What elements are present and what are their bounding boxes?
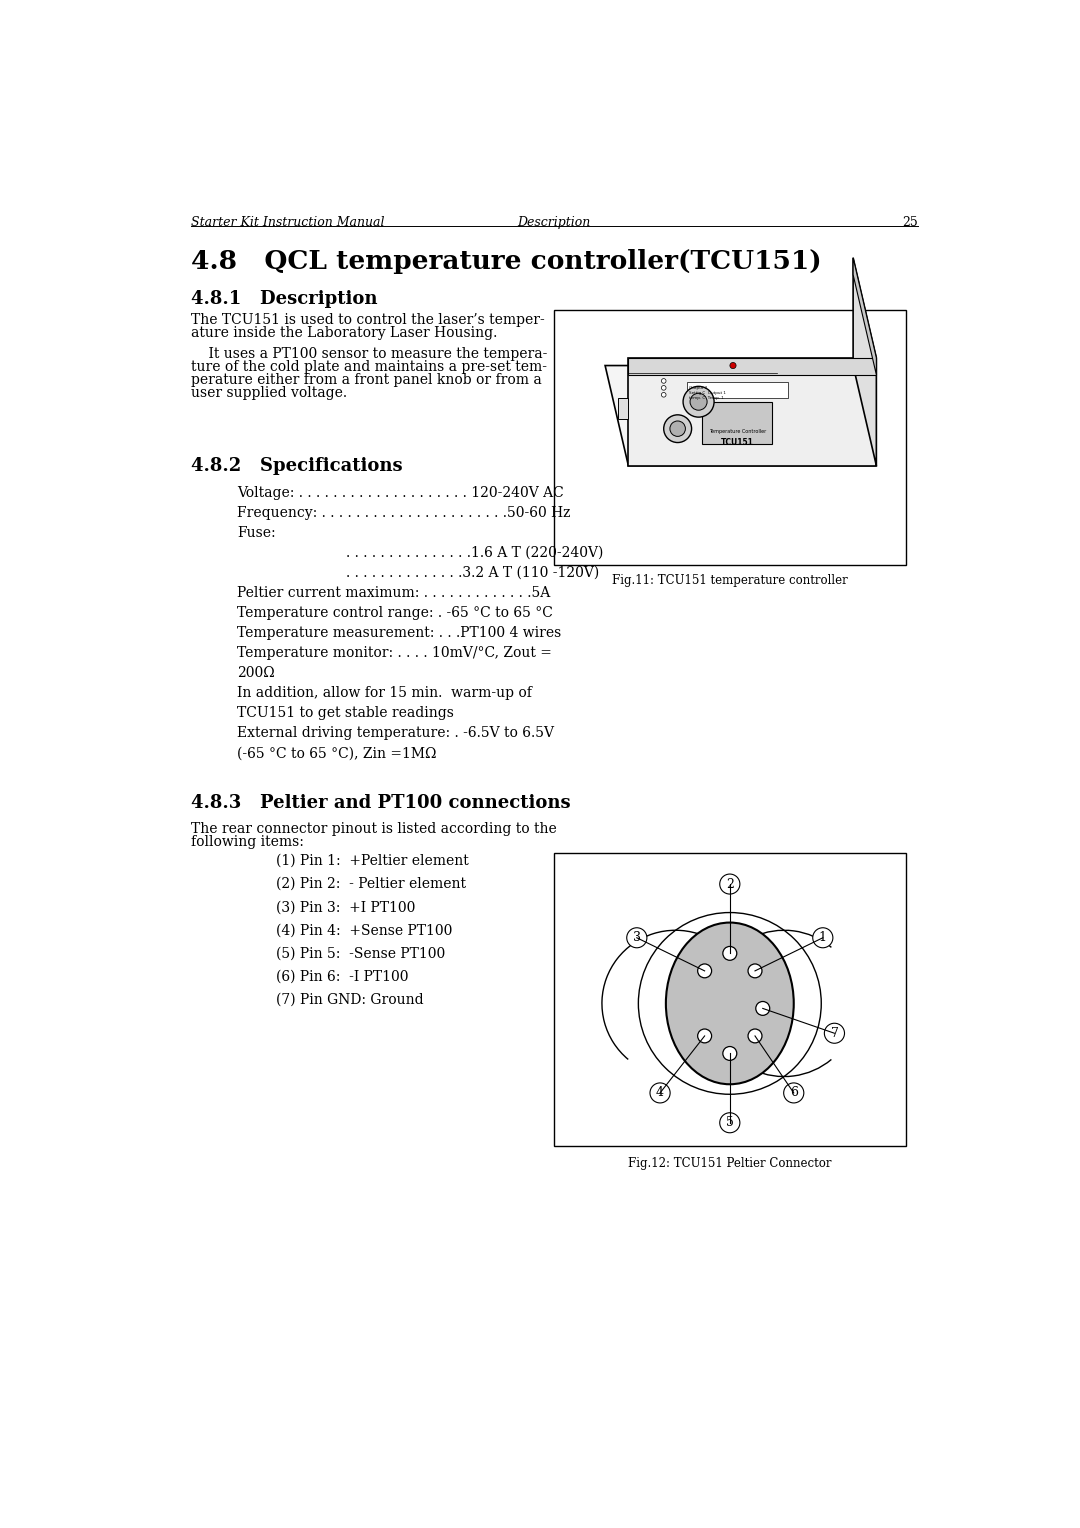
Circle shape <box>719 1112 740 1132</box>
Circle shape <box>756 1001 770 1015</box>
Text: 4: 4 <box>656 1086 664 1100</box>
Text: (2) Pin 2:  - Peltier element: (2) Pin 2: - Peltier element <box>276 877 467 891</box>
Text: 25: 25 <box>902 215 918 229</box>
Text: (-65 °C to 65 °C), Zin =1MΩ: (-65 °C to 65 °C), Zin =1MΩ <box>238 746 436 761</box>
Text: ature inside the Laboratory Laser Housing.: ature inside the Laboratory Laser Housin… <box>191 325 497 339</box>
Text: temp. C  Temp. 1: temp. C Temp. 1 <box>689 396 724 400</box>
Text: 3: 3 <box>633 931 640 944</box>
Text: Fuse:: Fuse: <box>238 526 275 539</box>
Circle shape <box>824 1024 845 1044</box>
Circle shape <box>690 393 707 410</box>
Ellipse shape <box>666 923 794 1085</box>
Text: 5: 5 <box>726 1117 733 1129</box>
Bar <box>702 402 772 445</box>
Circle shape <box>650 1083 670 1103</box>
Text: ture of the cold plate and maintains a pre-set tem-: ture of the cold plate and maintains a p… <box>191 359 546 374</box>
Polygon shape <box>629 358 876 374</box>
Text: perature either from a front panel knob or from a: perature either from a front panel knob … <box>191 373 541 387</box>
Circle shape <box>661 379 666 384</box>
Circle shape <box>730 362 737 368</box>
Text: 7: 7 <box>831 1027 838 1039</box>
Circle shape <box>723 946 737 960</box>
Text: user supplied voltage.: user supplied voltage. <box>191 387 347 400</box>
Circle shape <box>748 1028 762 1044</box>
Bar <box>554 310 906 564</box>
Text: Frequency: . . . . . . . . . . . . . . . . . . . . . .50-60 Hz: Frequency: . . . . . . . . . . . . . . .… <box>238 506 570 520</box>
Text: 2: 2 <box>726 877 733 891</box>
Circle shape <box>661 385 666 390</box>
Text: Peltier current maximum: . . . . . . . . . . . . .5A: Peltier current maximum: . . . . . . . .… <box>238 587 551 601</box>
Circle shape <box>813 927 833 947</box>
Text: Temperature monitor: . . . . 10mV/°C, Zout =: Temperature monitor: . . . . 10mV/°C, Zo… <box>238 646 552 660</box>
Circle shape <box>661 393 666 397</box>
Text: (7) Pin GND: Ground: (7) Pin GND: Ground <box>276 993 423 1007</box>
Text: Starter Kit Instruction Manual: Starter Kit Instruction Manual <box>191 215 384 229</box>
Text: . . . . . . . . . . . . . .3.2 A T (110 -120V): . . . . . . . . . . . . . .3.2 A T (110 … <box>346 565 599 581</box>
Text: It uses a PT100 sensor to measure the tempera-: It uses a PT100 sensor to measure the te… <box>191 347 548 361</box>
Text: Temperature Controller: Temperature Controller <box>708 429 766 434</box>
Text: 4.8.2   Specifications: 4.8.2 Specifications <box>191 457 403 475</box>
Text: (4) Pin 4:  +Sense PT100: (4) Pin 4: +Sense PT100 <box>276 923 453 937</box>
Text: 1: 1 <box>819 931 827 944</box>
Text: (5) Pin 5:  -Sense PT100: (5) Pin 5: -Sense PT100 <box>276 946 445 961</box>
Circle shape <box>748 964 762 978</box>
Circle shape <box>670 422 686 437</box>
Bar <box>687 382 787 397</box>
Bar <box>618 397 629 420</box>
Text: Temperature measurement: . . .PT100 4 wires: Temperature measurement: . . .PT100 4 wi… <box>238 626 562 640</box>
Text: 200Ω: 200Ω <box>238 666 275 680</box>
Polygon shape <box>605 365 876 466</box>
Text: Fig.11: TCU151 temperature controller: Fig.11: TCU151 temperature controller <box>612 573 848 587</box>
Circle shape <box>723 1047 737 1060</box>
Text: 4.8   QCL temperature controller(TCU151): 4.8 QCL temperature controller(TCU151) <box>191 249 822 274</box>
Text: Settig C  Output 1: Settig C Output 1 <box>689 391 726 394</box>
Polygon shape <box>629 358 876 466</box>
Text: The TCU151 is used to control the laser’s temper-: The TCU151 is used to control the laser’… <box>191 313 544 327</box>
Circle shape <box>626 927 647 947</box>
Circle shape <box>664 414 691 443</box>
Circle shape <box>698 964 712 978</box>
Text: 4.8.3   Peltier and PT100 connections: 4.8.3 Peltier and PT100 connections <box>191 795 570 811</box>
Polygon shape <box>853 258 876 466</box>
Text: (1) Pin 1:  +Peltier element: (1) Pin 1: +Peltier element <box>276 854 469 868</box>
Text: Output 2: Output 2 <box>689 385 707 390</box>
Text: Temperature control range: . -65 °C to 65 °C: Temperature control range: . -65 °C to 6… <box>238 607 553 620</box>
Circle shape <box>698 1028 712 1044</box>
Circle shape <box>683 387 714 417</box>
Text: Voltage: . . . . . . . . . . . . . . . . . . . . 120-240V AC: Voltage: . . . . . . . . . . . . . . . .… <box>238 486 564 500</box>
Text: In addition, allow for 15 min.  warm-up of: In addition, allow for 15 min. warm-up o… <box>238 686 532 700</box>
Text: TCU151 to get stable readings: TCU151 to get stable readings <box>238 706 455 720</box>
Text: External driving temperature: . -6.5V to 6.5V: External driving temperature: . -6.5V to… <box>238 726 554 740</box>
Circle shape <box>784 1083 804 1103</box>
Text: (6) Pin 6:  -I PT100: (6) Pin 6: -I PT100 <box>276 970 408 984</box>
Text: TCU151: TCU151 <box>720 439 754 446</box>
Polygon shape <box>853 258 876 374</box>
Text: (3) Pin 3:  +I PT100: (3) Pin 3: +I PT100 <box>276 900 416 914</box>
Text: The rear connector pinout is listed according to the: The rear connector pinout is listed acco… <box>191 822 556 836</box>
Circle shape <box>719 874 740 894</box>
Text: Fig.12: TCU151 Peltier Connector: Fig.12: TCU151 Peltier Connector <box>629 1157 832 1169</box>
Bar <box>554 853 906 1146</box>
Text: 6: 6 <box>789 1086 798 1100</box>
Text: 4.8.1   Description: 4.8.1 Description <box>191 290 377 307</box>
Text: . . . . . . . . . . . . . . .1.6 A T (220-240V): . . . . . . . . . . . . . . .1.6 A T (22… <box>346 545 603 561</box>
Text: Description: Description <box>517 215 590 229</box>
Text: following items:: following items: <box>191 834 303 848</box>
